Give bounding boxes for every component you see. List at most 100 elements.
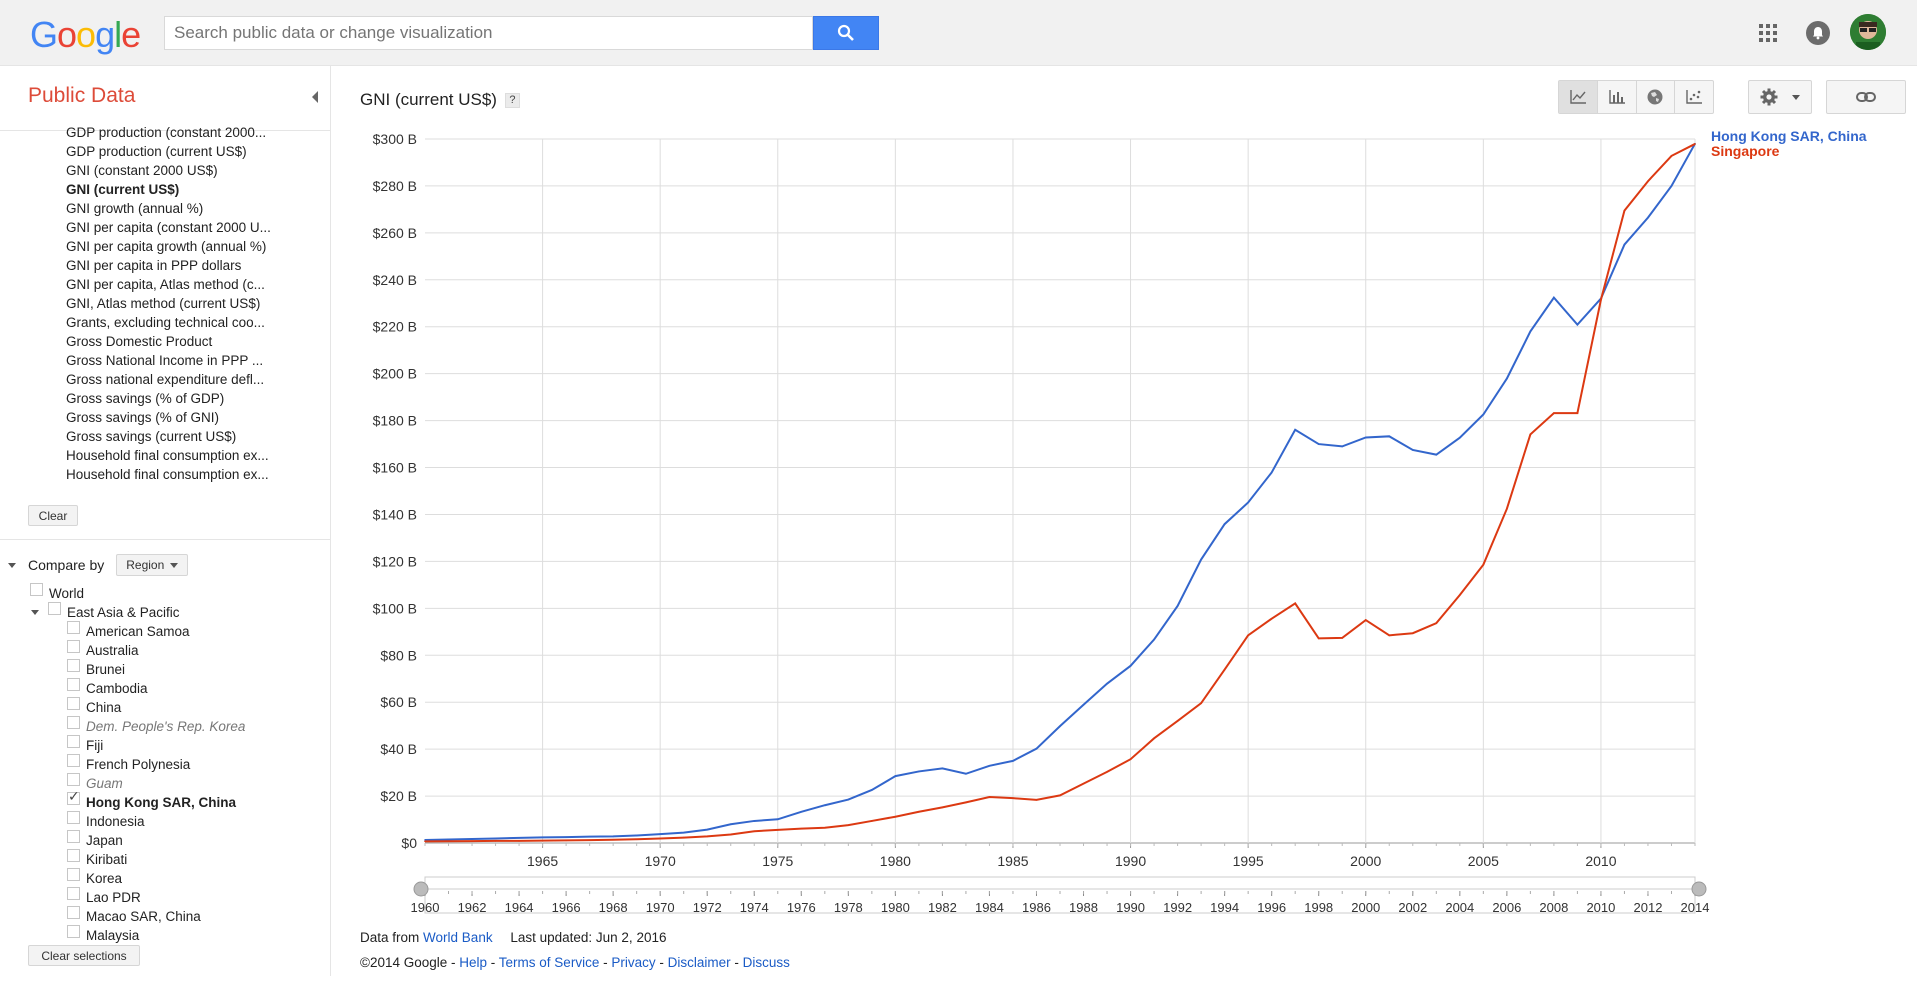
data-point: [1529, 433, 1532, 436]
region-item[interactable]: Cambodia: [67, 678, 148, 698]
search-input[interactable]: [165, 17, 812, 49]
metric-item[interactable]: Gross savings (% of GNI): [66, 410, 220, 425]
scatter-icon[interactable]: [1675, 81, 1713, 113]
region-item[interactable]: Hong Kong SAR, China: [67, 788, 236, 812]
region-item[interactable]: Macao SAR, China: [67, 906, 201, 926]
region-item[interactable]: Malaysia: [67, 925, 139, 945]
line-chart[interactable]: $0 $20 B $40 B $60 B $80 B $100 B $120 B $140 B…: [340, 120, 1710, 920]
region-checkbox[interactable]: [67, 887, 80, 900]
bar-chart-icon[interactable]: [1598, 81, 1637, 113]
region-checkbox[interactable]: [67, 906, 80, 919]
search-button[interactable]: [813, 16, 879, 50]
region-checkbox[interactable]: [30, 583, 43, 596]
region-checkbox[interactable]: [67, 678, 80, 691]
region-label: Indonesia: [86, 814, 145, 829]
metric-item[interactable]: GDP production (constant 2000...: [66, 125, 267, 140]
metric-item[interactable]: GNI (current US$): [66, 182, 180, 197]
region-item[interactable]: World: [30, 583, 84, 603]
data-point: [1600, 298, 1602, 301]
region-item[interactable]: Australia: [67, 640, 139, 660]
discuss-link[interactable]: Discuss: [742, 955, 790, 970]
region-checkbox[interactable]: [67, 868, 80, 881]
metric-list[interactable]: GDP production (constant 2000... GDP prod…: [66, 123, 316, 551]
clear-selections-button[interactable]: Clear selections: [28, 945, 140, 966]
region-checkbox[interactable]: [67, 716, 80, 729]
region-item[interactable]: Indonesia: [67, 811, 145, 831]
region-item[interactable]: American Samoa: [67, 621, 190, 641]
region-checkbox[interactable]: [67, 735, 80, 748]
gear-icon: [1760, 88, 1778, 106]
region-checkbox[interactable]: [67, 697, 80, 710]
region-checkbox[interactable]: [67, 773, 80, 786]
region-checkbox[interactable]: [67, 659, 80, 672]
line-chart-icon[interactable]: [1559, 81, 1598, 113]
region-checkbox[interactable]: [67, 830, 80, 843]
collapse-sidebar-icon[interactable]: [312, 91, 318, 103]
disclaimer-link[interactable]: Disclaimer: [667, 955, 731, 970]
map-icon[interactable]: [1637, 81, 1676, 113]
clear-button[interactable]: Clear: [28, 505, 78, 526]
metric-item[interactable]: GNI per capita in PPP dollars: [66, 258, 242, 273]
avatar[interactable]: [1850, 14, 1886, 50]
region-checkbox[interactable]: [67, 788, 80, 805]
metric-item[interactable]: GDP production (current US$): [66, 144, 247, 159]
apps-icon[interactable]: [1757, 22, 1779, 44]
slider-handle-end[interactable]: [1691, 881, 1707, 897]
region-item[interactable]: China: [67, 697, 121, 717]
metric-item[interactable]: Grants, excluding technical coo...: [66, 315, 265, 330]
settings-button[interactable]: [1748, 80, 1812, 114]
region-item[interactable]: Kiribati: [67, 849, 127, 869]
notifications-icon[interactable]: [1806, 21, 1830, 45]
metric-item[interactable]: GNI, Atlas method (current US$): [66, 296, 261, 311]
metric-item[interactable]: GNI per capita, Atlas method (c...: [66, 277, 265, 292]
region-item[interactable]: Fiji: [67, 735, 104, 755]
data-point: [1364, 619, 1367, 621]
search-box[interactable]: [164, 16, 813, 50]
region-item[interactable]: Japan: [67, 830, 123, 850]
chevron-down-icon[interactable]: [8, 562, 16, 568]
metric-item[interactable]: Household final consumption ex...: [66, 467, 269, 482]
metric-item[interactable]: Gross national expenditure defl...: [66, 372, 265, 387]
legend-hong-kong[interactable]: Hong Kong SAR, China: [1711, 128, 1867, 144]
world-bank-link[interactable]: World Bank: [423, 930, 493, 945]
metric-item[interactable]: Gross National Income in PPP ...: [66, 353, 264, 368]
sidebar-title[interactable]: Public Data: [28, 84, 136, 107]
chevron-down-icon[interactable]: [31, 610, 39, 615]
region-item[interactable]: Brunei: [67, 659, 125, 679]
region-checkbox[interactable]: [67, 640, 80, 653]
terms-link[interactable]: Terms of Service: [498, 955, 600, 970]
region-item[interactable]: French Polynesia: [67, 754, 190, 774]
help-link[interactable]: Help: [459, 955, 488, 970]
region-item[interactable]: Lao PDR: [67, 887, 141, 907]
slider-handle-start[interactable]: [413, 881, 429, 897]
region-item[interactable]: Dem. People's Rep. Korea: [67, 716, 245, 736]
metric-item[interactable]: Gross savings (% of GDP): [66, 391, 225, 406]
region-dropdown[interactable]: Region: [116, 554, 189, 576]
region-checkbox[interactable]: [67, 754, 80, 767]
region-checkbox[interactable]: [48, 602, 61, 615]
google-logo[interactable]: Google: [30, 14, 141, 56]
region-checkbox[interactable]: [67, 849, 80, 862]
region-checkbox[interactable]: [67, 811, 80, 824]
privacy-link[interactable]: Privacy: [611, 955, 656, 970]
region-item[interactable]: East Asia & Pacific: [31, 602, 180, 622]
region-list[interactable]: World East Asia & Pacific American Samoa Au…: [0, 582, 330, 1000]
metric-item[interactable]: Gross savings (current US$): [66, 429, 237, 444]
region-checkbox[interactable]: [67, 621, 80, 634]
region-checkbox[interactable]: [67, 925, 80, 938]
region-item[interactable]: Korea: [67, 868, 122, 888]
link-button[interactable]: [1826, 80, 1906, 114]
legend-singapore[interactable]: Singapore: [1711, 143, 1780, 159]
slider-tick-label: 2006: [1492, 900, 1521, 915]
region-label: Fiji: [86, 738, 104, 753]
metric-item[interactable]: Household final consumption ex...: [66, 448, 269, 463]
metric-item[interactable]: GNI (constant 2000 US$): [66, 163, 218, 178]
metric-item[interactable]: GNI per capita (constant 2000 U...: [66, 220, 271, 235]
data-point: [1035, 747, 1038, 750]
help-button[interactable]: ?: [504, 92, 520, 108]
metric-item[interactable]: GNI per capita growth (annual %): [66, 239, 267, 254]
region-item[interactable]: Guam: [67, 773, 123, 793]
data-point: [1153, 638, 1155, 641]
metric-item[interactable]: GNI growth (annual %): [66, 201, 204, 216]
metric-item[interactable]: Gross Domestic Product: [66, 334, 213, 349]
